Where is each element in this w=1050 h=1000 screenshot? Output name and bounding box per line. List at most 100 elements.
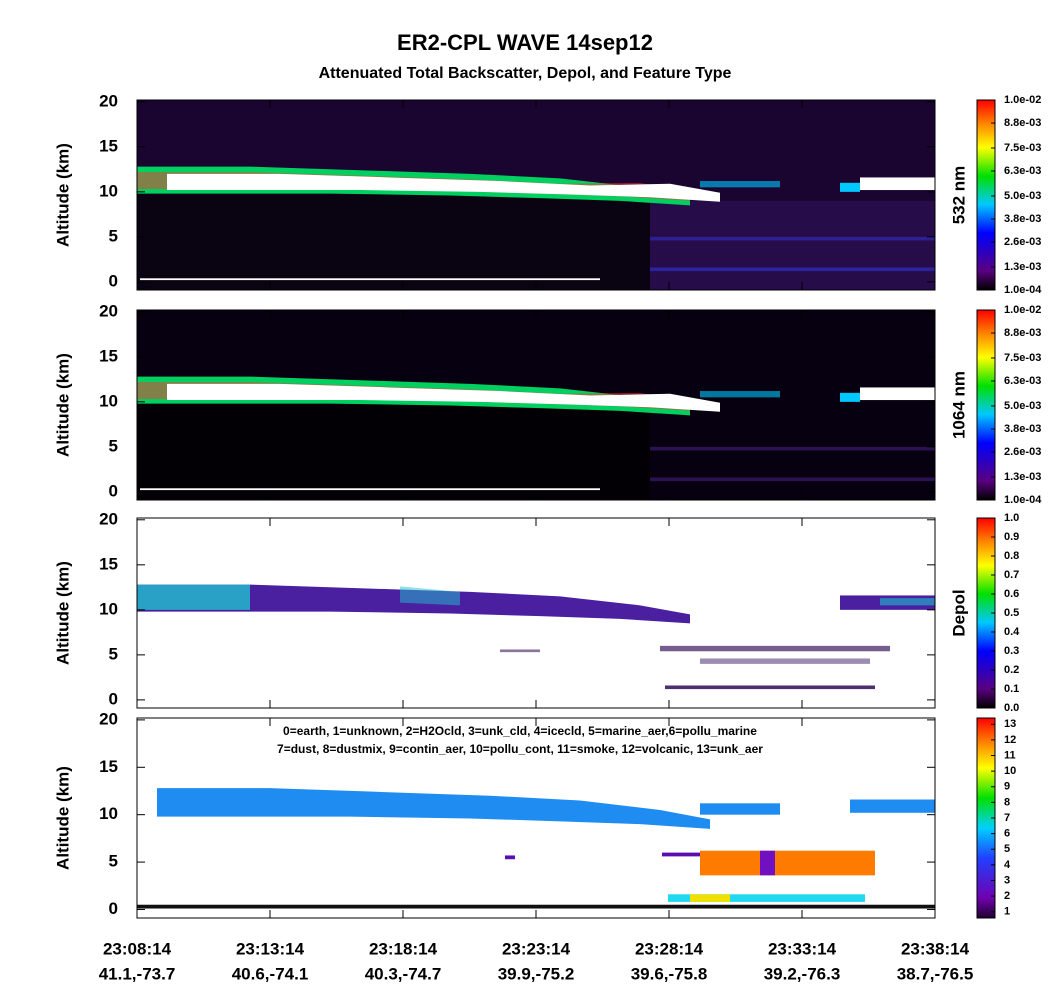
colorbar-tick-label: 3.8e-03	[1004, 423, 1041, 435]
y-tick-label: 0	[109, 481, 118, 500]
curtain-feature	[850, 799, 935, 813]
y-tick-label: 0	[109, 271, 118, 290]
y-tick-label: 0	[109, 899, 118, 918]
y-tick-label: 20	[99, 709, 118, 728]
curtain-feature	[157, 788, 710, 829]
colorbar-tick-label: 4	[1004, 859, 1011, 871]
colorbar-tick-label: 8.8e-03	[1004, 327, 1041, 339]
curtain-feature	[500, 649, 540, 653]
x-tick-label: 38.7,-76.5	[897, 964, 974, 983]
panel: 0 5 10 15 20 Altitude (km) 0.0 0.1 0.2 0.3 0.4 0.5 0…	[53, 509, 1020, 714]
x-tick-label: 39.6,-75.8	[631, 964, 708, 983]
curtain-feature	[137, 193, 650, 290]
annotation: 7=dust, 8=dustmix, 9=contin_aer, 10=poll…	[277, 742, 763, 756]
y-tick-label: 5	[109, 644, 118, 663]
curtain-feature	[700, 803, 780, 815]
colorbar-label: Depol	[949, 589, 968, 636]
panel: 0 5 10 15 20 Altitude (km) 1.0e-04 1.3e-03 2.6e-…	[53, 91, 1042, 296]
colorbar-tick-label: 7.5e-03	[1004, 352, 1041, 364]
x-tick-label: 23:08:14	[103, 939, 172, 958]
y-axis-label: Altitude (km)	[53, 353, 72, 457]
curtain-feature	[760, 850, 775, 876]
colorbar-tick-label: 0.0	[1004, 702, 1019, 714]
curtain-feature	[137, 584, 250, 610]
y-tick-label: 15	[99, 346, 118, 365]
colorbar-tick-label: 0.3	[1004, 645, 1019, 657]
y-tick-label: 10	[99, 391, 118, 410]
curtain-feature	[140, 488, 600, 491]
colorbar-tick-label: 0.1	[1004, 683, 1019, 695]
colorbar-tick-label: 3	[1004, 874, 1010, 886]
curtain-feature	[700, 658, 870, 664]
colorbar-tick-label: 0.9	[1004, 531, 1019, 543]
curtain-feature	[880, 598, 935, 606]
y-tick-label: 10	[99, 599, 118, 618]
curtain-feature	[650, 446, 935, 451]
curtain-feature	[665, 685, 875, 690]
x-tick-label: 23:33:14	[768, 939, 837, 958]
y-axis-label: Altitude (km)	[53, 561, 72, 665]
colorbar-tick-label: 1.0e-04	[1004, 494, 1042, 506]
curtain-feature	[137, 403, 650, 500]
colorbar-tick-label: 0.2	[1004, 664, 1019, 676]
colorbar-tick-label: 1.0	[1004, 512, 1019, 524]
colorbar-tick-label: 1.3e-03	[1004, 261, 1041, 273]
curtain-feature	[650, 236, 935, 241]
colorbar-tick-label: 8	[1004, 796, 1010, 808]
colorbar-tick-label: 0.8	[1004, 550, 1019, 562]
x-tick-label: 41.1,-73.7	[99, 964, 176, 983]
curtain-feature	[662, 852, 700, 857]
colorbar-tick-label: 2.6e-03	[1004, 236, 1041, 248]
curtain-image	[137, 788, 935, 909]
colorbar-tick-label: 5.0e-03	[1004, 190, 1041, 202]
colorbar	[976, 309, 996, 501]
colorbar-tick-label: 2.6e-03	[1004, 446, 1041, 458]
colorbar-tick-label: 2	[1004, 890, 1010, 902]
colorbar-tick-label: 11	[1004, 749, 1016, 761]
curtain-feature	[137, 904, 935, 909]
colorbar-tick-label: 1.3e-03	[1004, 471, 1041, 483]
curtain-feature	[140, 278, 600, 281]
colorbar-tick-label: 7.5e-03	[1004, 142, 1041, 154]
x-tick-label: 23:18:14	[369, 939, 438, 958]
curtain-feature	[690, 894, 730, 902]
colorbar-tick-label: 7	[1004, 812, 1010, 824]
colorbar-tick-label: 0.6	[1004, 588, 1019, 600]
colorbar-tick-label: 6	[1004, 828, 1010, 840]
curtain-feature	[650, 267, 935, 272]
colorbar-tick-label: 10	[1004, 765, 1016, 777]
colorbar-label: 1064 nm	[949, 371, 968, 439]
x-tick-label: 39.9,-75.2	[498, 964, 575, 983]
x-tick-label: 39.2,-76.3	[764, 964, 841, 983]
colorbar-tick-label: 1.0e-02	[1004, 94, 1041, 106]
curtain-feature	[137, 584, 690, 624]
curtain-feature	[668, 894, 865, 902]
y-tick-label: 0	[109, 689, 118, 708]
colorbar-label: 532 nm	[949, 166, 968, 225]
colorbar-tick-label: 3.8e-03	[1004, 213, 1041, 225]
y-tick-label: 20	[99, 301, 118, 320]
curtain-feature	[400, 586, 460, 606]
colorbar-tick-label: 6.3e-03	[1004, 375, 1041, 387]
x-tick-label: 23:38:14	[901, 939, 970, 958]
y-tick-label: 15	[99, 136, 118, 155]
y-tick-label: 5	[109, 226, 118, 245]
colorbar-tick-label: 0.5	[1004, 607, 1019, 619]
panel: 0 5 10 15 20 Altitude (km) 1.0e-04 1.3e-03 2.6e-…	[53, 301, 1042, 506]
y-tick-label: 10	[99, 804, 118, 823]
curtain-feature	[840, 392, 860, 402]
colorbar-tick-label: 1.0e-04	[1004, 284, 1042, 296]
chart-subtitle: Attenuated Total Backscatter, Depol, and…	[319, 65, 732, 82]
y-tick-label: 15	[99, 757, 118, 776]
curtain-image	[137, 584, 935, 690]
y-tick-label: 20	[99, 91, 118, 110]
curtain-image	[137, 310, 935, 500]
y-axis-label: Altitude (km)	[53, 766, 72, 870]
curtain-feature	[167, 383, 720, 412]
curtain-feature	[650, 200, 935, 290]
y-tick-label: 5	[109, 436, 118, 455]
curtain-feature	[860, 387, 935, 401]
colorbar-tick-label: 6.3e-03	[1004, 165, 1041, 177]
colorbar-tick-label: 0.7	[1004, 569, 1019, 581]
